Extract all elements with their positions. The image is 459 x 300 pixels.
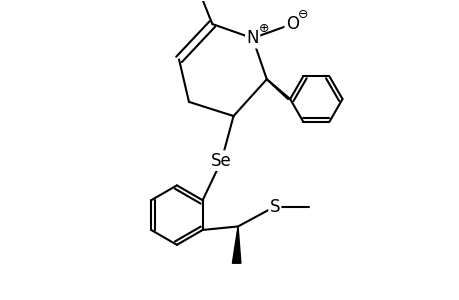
Text: O: O — [285, 15, 298, 33]
Polygon shape — [232, 226, 241, 263]
Text: S: S — [269, 198, 280, 216]
Text: ⊕: ⊕ — [258, 22, 269, 35]
Text: N: N — [246, 29, 258, 47]
Text: ⊖: ⊖ — [298, 8, 308, 21]
Text: Se: Se — [211, 152, 231, 169]
